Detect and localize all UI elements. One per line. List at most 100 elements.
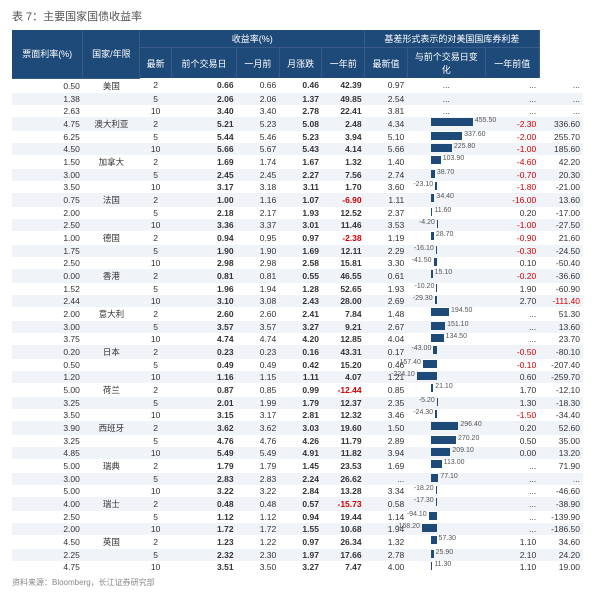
cell: 2.44	[12, 295, 83, 307]
cell: 1.90	[485, 283, 539, 295]
cell: -36.60	[539, 269, 583, 283]
cell: 0.97	[365, 78, 408, 93]
cell: 0.85	[365, 383, 408, 397]
cell: 12.37	[322, 397, 365, 409]
cell: 11.46	[322, 219, 365, 231]
cell: 5	[140, 283, 171, 295]
cell: 1.10	[485, 535, 539, 549]
cell: 5.46	[237, 131, 280, 143]
cell: -34.40	[539, 409, 583, 421]
cell	[83, 245, 140, 257]
cell: 西班牙	[83, 421, 140, 435]
cell: -0.70	[485, 169, 539, 181]
cell: 2	[140, 193, 171, 207]
cell: 0.17	[365, 345, 408, 359]
bond-yield-table: 票面利率(%) 国家/年限 收益率(%) 基差形式表示的对美国国库券利差 最新 …	[12, 30, 583, 573]
bar-cell: 455.50	[407, 117, 485, 131]
cell: 5.67	[237, 143, 280, 155]
cell: 1.48	[365, 307, 408, 321]
cell	[83, 511, 140, 523]
cell: 5	[140, 511, 171, 523]
cell: -1.00	[485, 219, 539, 231]
cell: 0.55	[279, 269, 322, 283]
cell: 3.00	[12, 473, 83, 485]
cell: 28.00	[322, 295, 365, 307]
bar-cell: -5.20	[407, 397, 485, 409]
cell: 3.50	[12, 409, 83, 421]
cell: 52.60	[539, 421, 583, 435]
cell: 1.45	[279, 459, 322, 473]
bar-cell: 151.10	[407, 321, 485, 333]
cell: 2.63	[12, 105, 83, 117]
cell: 1.37	[279, 93, 322, 105]
cell: 4.00	[365, 561, 408, 573]
col-spread-group: 基差形式表示的对美国国库券利差	[365, 30, 540, 48]
cell: 3.94	[365, 447, 408, 459]
cell: 0.60	[485, 371, 539, 383]
table-row: 4.50英国21.231.220.9726.341.3257.301.1034.…	[12, 535, 583, 549]
cell: 42.39	[322, 78, 365, 93]
table-row: 3.0052.452.452.277.562.7438.70-0.7020.30	[12, 169, 583, 181]
bar-cell: 270.20	[407, 435, 485, 447]
cell: 1.79	[171, 459, 236, 473]
cell: 1.32	[322, 155, 365, 169]
bar-cell: 21.10	[407, 383, 485, 397]
cell: 3.30	[365, 257, 408, 269]
cell: ...	[485, 497, 539, 511]
table-row: 2.50103.363.373.0111.463.53-4.20-1.00-27…	[12, 219, 583, 231]
cell: 10	[140, 333, 171, 345]
cell: 5	[140, 169, 171, 181]
col-month-chg: 月涨跌	[279, 48, 322, 79]
cell: 336.60	[539, 117, 583, 131]
table-row: 4.00瑞士20.480.480.57-15.730.58-17.30...-3…	[12, 497, 583, 511]
cell: 2.89	[365, 435, 408, 447]
cell: 1.00	[12, 231, 83, 245]
cell	[83, 321, 140, 333]
cell: 17.66	[322, 549, 365, 561]
cell: 4.76	[237, 435, 280, 447]
cell: 1.15	[237, 371, 280, 383]
cell	[83, 549, 140, 561]
cell: 19.60	[322, 421, 365, 435]
cell: -18.30	[539, 397, 583, 409]
cell: 0.50	[12, 359, 83, 371]
cell: -1.50	[485, 409, 539, 421]
cell: ...	[485, 523, 539, 535]
cell: -259.70	[539, 371, 583, 383]
cell: 3.81	[365, 105, 408, 117]
table-row: 3.2554.764.764.2611.792.89270.200.5035.0…	[12, 435, 583, 447]
cell: 10	[140, 447, 171, 459]
cell: 2.83	[237, 473, 280, 485]
cell: ...	[485, 333, 539, 345]
cell: 2	[140, 497, 171, 511]
table-row: 0.20日本20.230.230.1643.310.17-43.00-0.50-…	[12, 345, 583, 359]
cell: 0.46	[279, 78, 322, 93]
table-row: 3.50103.153.172.8112.323.46-24.30-1.50-3…	[12, 409, 583, 421]
bar-cell: -10.20	[407, 283, 485, 295]
cell	[83, 447, 140, 459]
cell: 4.34	[365, 117, 408, 131]
cell: 0.42	[279, 359, 322, 371]
cell: 2	[140, 78, 171, 93]
cell: 2	[140, 307, 171, 321]
cell: 4.14	[322, 143, 365, 155]
cell: 3.25	[12, 397, 83, 409]
bar-cell: ...	[407, 78, 485, 93]
cell: 71.90	[539, 459, 583, 473]
col-yield-group: 收益率(%)	[140, 30, 365, 48]
table-row: 2.63103.403.402.7822.413.81.........	[12, 105, 583, 117]
bar-cell: 15.10	[407, 269, 485, 283]
cell: 1.22	[237, 535, 280, 549]
cell: 2.17	[237, 207, 280, 219]
cell	[83, 409, 140, 421]
cell: -139.90	[539, 511, 583, 523]
cell: 1.67	[279, 155, 322, 169]
cell: ...	[539, 105, 583, 117]
cell: 美国	[83, 78, 140, 93]
cell: 185.60	[539, 143, 583, 155]
cell: -1.00	[485, 143, 539, 155]
cell: 11.79	[322, 435, 365, 447]
cell: 5.21	[171, 117, 236, 131]
cell: 0.61	[365, 269, 408, 283]
cell: 3.10	[171, 295, 236, 307]
